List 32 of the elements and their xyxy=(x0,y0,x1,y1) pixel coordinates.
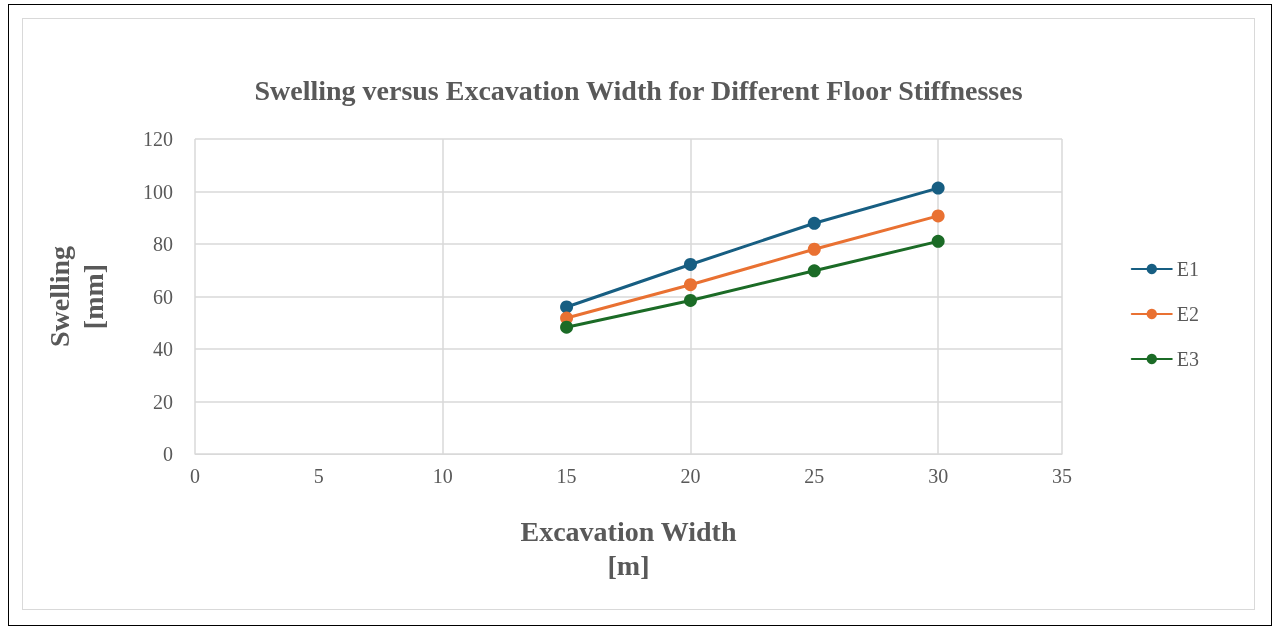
y-tick-label: 100 xyxy=(143,180,173,203)
point xyxy=(931,234,945,248)
point xyxy=(560,300,574,314)
y-axis-title: Swelling [mm] xyxy=(43,245,109,348)
point xyxy=(931,209,945,223)
chart-title: Swelling versus Excavation Width for Different Floor Stiffnesses xyxy=(254,74,1023,106)
x-tick-label: 10 xyxy=(432,465,453,487)
y-tick-label: 120 xyxy=(143,128,173,150)
point xyxy=(560,320,574,334)
x-tick-label: 15 xyxy=(556,465,577,487)
x-tick-label: 0 xyxy=(190,465,200,487)
point xyxy=(683,278,697,292)
x-tick-label: 20 xyxy=(680,465,701,487)
legend-label: E2 xyxy=(1176,303,1199,325)
x-tick-label: 5 xyxy=(313,465,324,487)
y-tick-label: 60 xyxy=(153,285,173,308)
y-tick-label: 0 xyxy=(163,443,173,465)
x-tick-label: 35 xyxy=(1052,465,1072,487)
legend-label: E1 xyxy=(1176,258,1199,280)
point xyxy=(807,242,821,256)
x-axis-title: Excavation Width [m] xyxy=(520,515,737,581)
point xyxy=(683,257,697,271)
point xyxy=(807,216,821,230)
point xyxy=(807,264,821,278)
legend-label: E3 xyxy=(1176,348,1199,370)
x-tick-label: 30 xyxy=(928,465,949,487)
x-tick-label: 25 xyxy=(804,465,825,487)
y-tick-label: 20 xyxy=(153,390,173,413)
y-tick-label: 40 xyxy=(153,338,173,360)
y-tick-label: 80 xyxy=(153,233,173,255)
point xyxy=(931,181,945,195)
point xyxy=(683,293,697,307)
